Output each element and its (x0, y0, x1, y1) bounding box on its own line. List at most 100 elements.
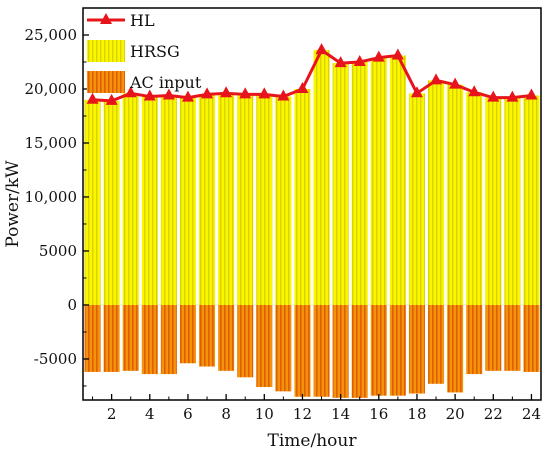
hl-marker (391, 48, 404, 60)
hrsg-bar (370, 57, 387, 305)
hl-marker (506, 90, 519, 102)
hl-marker (162, 88, 175, 100)
legend-label-hrsg: HRSG (130, 42, 180, 61)
ac-input-bar (179, 304, 196, 364)
hl-marker (468, 85, 481, 97)
hl-marker (525, 88, 538, 100)
hl-marker (143, 89, 156, 101)
ac-input-bar (408, 304, 425, 394)
x-tick-label: 24 (522, 405, 541, 423)
y-tick-label: 15,000 (25, 134, 78, 152)
hrsg-bar (389, 55, 406, 305)
hrsg-bar (447, 84, 464, 305)
legend-hrsg-swatch (87, 40, 125, 62)
legend-label-ac-input: AC input (129, 73, 202, 92)
ac-input-bar (313, 304, 330, 397)
hrsg-bar (332, 63, 349, 305)
hrsg-bar (313, 50, 330, 305)
ac-input-bar (370, 304, 387, 396)
ac-input-bar (389, 304, 406, 396)
hrsg-bar (122, 93, 139, 305)
ac-input-bar (141, 304, 158, 375)
hrsg-bar (428, 80, 445, 305)
hl-marker (353, 54, 366, 66)
ac-input-bar (256, 304, 273, 388)
x-tick-label: 20 (446, 405, 465, 423)
ac-input-bar (294, 304, 311, 397)
y-tick-label: 20,000 (25, 80, 78, 98)
legend-ac-swatch (87, 71, 125, 93)
hl-marker (410, 86, 423, 98)
ac-input-bar (447, 304, 464, 393)
hl-marker (372, 50, 385, 62)
ac-input-bar (218, 304, 235, 371)
legend-item-hrsg: HRSG (87, 40, 180, 62)
legend-hl-marker (100, 13, 112, 24)
hl-marker (277, 89, 290, 101)
ac-input-bar (84, 304, 101, 372)
hl-marker (86, 92, 99, 104)
hrsg-bar (218, 93, 235, 305)
hrsg-bar (199, 94, 216, 305)
hl-marker (220, 86, 233, 98)
y-tick-label: 0 (67, 296, 77, 314)
x-tick-label: 18 (407, 405, 426, 423)
hrsg-bar (351, 61, 368, 305)
hrsg-bar (408, 93, 425, 305)
ac-input-bar (237, 304, 254, 378)
y-tick-label: 5000 (39, 242, 77, 260)
hl-marker (430, 73, 443, 85)
hl-marker (239, 87, 252, 99)
hrsg-bar (275, 96, 292, 305)
hl-marker (449, 77, 462, 89)
y-tick-label: 25,000 (25, 26, 78, 44)
hrsg-bar (84, 99, 101, 305)
hrsg-bar (141, 96, 158, 305)
ac-input-bar (523, 304, 540, 372)
x-tick-label: 14 (331, 405, 350, 423)
hl-marker (181, 90, 194, 102)
legend-label-hl: HL (130, 11, 155, 30)
hrsg-bar (485, 97, 502, 305)
legend-item-ac-input: AC input (87, 71, 202, 93)
y-axis-title: Power/kW (3, 160, 23, 248)
plot-frame (82, 7, 542, 401)
ac-input-bar (103, 304, 120, 372)
hl-marker (334, 56, 347, 68)
hrsg-bar (523, 95, 540, 305)
ac-input-bar (275, 304, 292, 392)
legend: HL HRSG AC input (87, 11, 202, 93)
y-tick-label: -5000 (34, 350, 77, 368)
x-tick-label: 6 (183, 405, 193, 423)
x-tick-label: 12 (293, 405, 312, 423)
ac-input-bar (485, 304, 502, 371)
ac-input-bar (122, 304, 139, 371)
hl-marker (296, 81, 309, 93)
hrsg-bar (294, 88, 311, 305)
hl-marker (124, 86, 137, 98)
hrsg-bar (256, 94, 273, 305)
line-layer (86, 43, 538, 105)
ac-input-bar (428, 304, 445, 384)
hl-marker (258, 87, 271, 99)
x-axis-title: Time/hour (268, 431, 358, 451)
ac-input-bar (160, 304, 177, 375)
ac-input-bar (351, 304, 368, 398)
hrsg-bar (160, 95, 177, 305)
x-tick-label: 4 (145, 405, 155, 423)
bars-layer (84, 50, 540, 398)
ac-input-bar (466, 304, 483, 375)
x-tick-label: 22 (484, 405, 503, 423)
hl-marker (315, 43, 328, 55)
y-tick-label: 10,000 (25, 188, 78, 206)
ticks-layer: -5000 0 5000 10,000 15,000 20,000 25,000 2 4 6 8 10… (25, 7, 541, 423)
hl-marker (105, 93, 118, 105)
x-tick-label: 8 (221, 405, 231, 423)
ac-input-bar (332, 304, 349, 398)
hrsg-bar (237, 94, 254, 305)
x-tick-label: 10 (255, 405, 274, 423)
hrsg-bar (504, 97, 521, 305)
legend-item-hl: HL (87, 11, 155, 30)
